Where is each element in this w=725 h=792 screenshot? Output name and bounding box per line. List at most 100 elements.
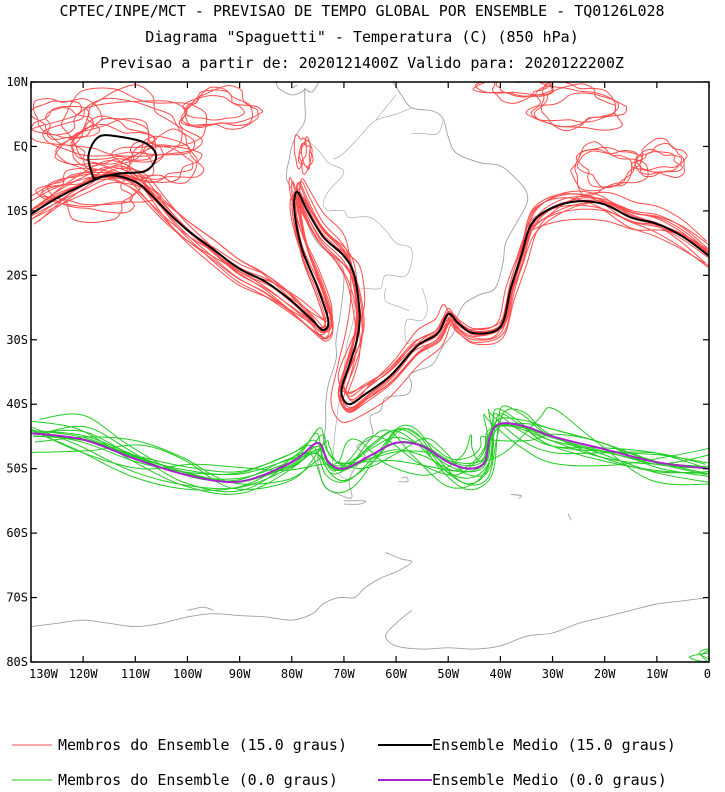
lat-tick-label: 20S [6,268,28,282]
warm-member-loop [472,82,554,97]
warm-member-line [31,178,709,424]
longitude-axis: 130W 120W 110W 100W 90W 80W 70W 60W 50W 40W 30W 20W… [29,82,711,681]
country-border [328,210,413,291]
cold-ensemble-members [31,405,709,662]
ensemble-means [31,134,709,484]
warm-member-loop [180,95,264,127]
warm-member-loop [72,84,183,163]
lon-tick-label: 50W [437,667,459,681]
title-line-2: Diagrama "Spaguetti" - Temperatura (C) (… [145,28,578,46]
map-frame [30,81,710,663]
title-line-1: CPTEC/INPE/MCT - PREVISAO DE TEMPO GLOBA… [59,2,664,20]
land-outline [510,493,522,499]
warm-member-loop [631,151,683,173]
warm-member-loop [570,148,649,192]
latitude-axis: 10N EQ 10S 20S 30S 40S 50S 60S 70S 80S [6,75,709,669]
title-line-3: Previsao a partir de: 2020121400Z Valido… [100,54,624,72]
cold-member-loop [698,648,709,660]
lat-tick-label: 50S [6,462,28,476]
land-outlines [31,82,709,650]
warm-mean-loop [87,134,158,180]
lat-tick-label: EQ [14,139,28,153]
lon-tick-label: 100W [173,667,203,681]
warm-member-loop [293,134,307,170]
country-border [333,107,412,160]
country-border [302,136,345,212]
warm-member-loop [525,92,623,131]
map-panel: 10N EQ 10S 20S 30S 40S 50S 60S 70S 80S 130W 120W 11… [6,75,711,681]
lon-tick-label: 30W [542,667,564,681]
warm-member-loop [491,82,553,104]
warm-member-line [31,173,708,409]
country-border [404,288,431,353]
warm-member-loop [45,107,95,141]
legend-label-warm-members: Membros do Ensemble (15.0 graus) [58,736,347,754]
land-outline [275,82,306,96]
lon-tick-label: 0 [704,667,711,681]
cold-mean-line [31,422,709,484]
legend: Membros do Ensemble (15.0 graus) Ensembl… [12,736,676,789]
warm-member-line [31,172,709,394]
cold-member-loop [689,652,709,662]
warm-member-loop [128,128,198,184]
warm-member-loop [474,82,554,96]
warm-member-loop [184,86,254,129]
warm-member-loop [32,98,103,146]
cold-member-line [31,407,709,486]
lat-tick-label: 60S [6,526,28,540]
warm-member-loop [46,173,142,224]
warm-member-line [31,175,708,397]
warm-member-loop [111,144,203,183]
country-border [384,288,410,312]
lat-tick-label: 70S [6,591,28,605]
warm-member-loop [636,148,683,178]
warm-member-loop [126,141,194,184]
lon-tick-label: 80W [281,667,303,681]
warm-member-loop [634,142,685,179]
lon-tick-label: 40W [490,667,512,681]
lat-tick-label: 40S [6,397,28,411]
warm-ensemble-members [31,82,709,424]
cold-member-loop [701,649,709,662]
warm-mean-line [31,174,709,406]
cold-member-line [31,413,709,491]
warm-member-loop [180,84,259,130]
warm-member-loop [300,136,311,170]
cold-member-line [36,413,706,493]
warm-member-loop [540,82,617,132]
lon-tick-label: 60W [385,667,407,681]
lon-tick-label: 20W [594,667,616,681]
lat-tick-label: 30S [6,333,28,347]
warm-member-line [35,160,709,410]
legend-label-warm-mean: Ensemble Medio (15.0 graus) [432,736,676,754]
lon-tick-label: 120W [69,667,99,681]
lat-tick-label: 80S [6,655,28,669]
warm-member-line [31,172,709,401]
lat-tick-label: 10S [6,204,28,218]
land-outline [285,82,529,499]
lon-tick-label: 90W [229,667,251,681]
warm-member-loop [41,175,141,214]
land-outline [291,84,298,89]
warm-member-loop [574,141,633,196]
warm-member-loop [576,149,638,189]
lat-tick-label: 10N [6,75,28,89]
land-outline [385,597,709,650]
land-outline [343,500,367,505]
land-outline [567,513,572,521]
country-border [374,94,397,121]
country-border [411,120,444,135]
warm-member-line [31,182,709,410]
lon-tick-label: 10W [646,667,668,681]
warm-member-loop [298,142,313,175]
lon-tick-label: 70W [333,667,355,681]
lon-tick-label: 130W [29,667,59,681]
lon-tick-label: 110W [121,667,151,681]
warm-member-loop [35,171,133,206]
warm-member-line [31,173,709,413]
cold-member-line [32,420,709,495]
legend-label-cold-mean: Ensemble Medio (0.0 graus) [432,771,667,789]
land-outline [187,606,214,611]
land-outline [398,476,409,483]
